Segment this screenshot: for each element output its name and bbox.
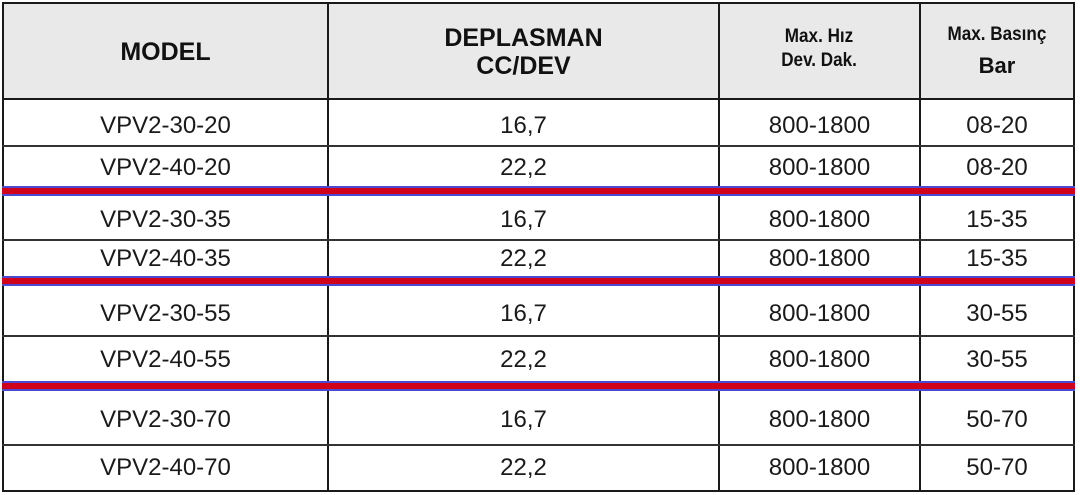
- row-divider: [2, 444, 1075, 446]
- cell-hiz: 800-1800: [768, 406, 871, 433]
- header-hiz: Max. Hız Dev. Dak.: [720, 4, 919, 94]
- cell-model: VPV2-40-70: [100, 454, 231, 481]
- cell-deplasman: 16,7: [500, 299, 547, 327]
- cell-basinc: 50-70: [966, 406, 1028, 433]
- cell-model: VPV2-30-20: [100, 112, 231, 139]
- group-separator: [2, 381, 1075, 391]
- cell-deplasman: 22,2: [500, 154, 547, 181]
- header-basinc: Max. Basınç Bar: [921, 4, 1073, 100]
- header-hiz-line2: Dev. Dak.: [781, 50, 858, 71]
- group-separator: [2, 186, 1075, 196]
- column-divider: [919, 2, 921, 492]
- cell-model: VPV2-40-35: [100, 245, 231, 272]
- row-divider: [2, 145, 1075, 147]
- row-divider: [2, 335, 1075, 337]
- cell-model: VPV2-30-35: [100, 206, 231, 233]
- header-basinc-line2: Bar: [978, 53, 1016, 78]
- cell-model: VPV2-30-55: [100, 299, 231, 327]
- cell-hiz: 800-1800: [768, 454, 871, 481]
- cell-deplasman: 22,2: [500, 345, 547, 373]
- cell-model: VPV2-30-70: [100, 406, 231, 433]
- cell-deplasman: 22,2: [500, 454, 547, 481]
- cell-basinc: 15-35: [966, 245, 1028, 272]
- cell-deplasman: 16,7: [500, 112, 547, 139]
- cell-hiz: 800-1800: [768, 154, 871, 181]
- group-separator: [2, 276, 1075, 286]
- cell-hiz: 800-1800: [768, 112, 871, 139]
- cell-basinc: 08-20: [966, 112, 1028, 139]
- cell-deplasman: 16,7: [500, 206, 547, 233]
- header-model-label: MODEL: [120, 38, 211, 66]
- cell-hiz: 800-1800: [768, 345, 871, 373]
- header-hiz-line1: Max. Hız: [785, 26, 854, 47]
- row-divider: [2, 239, 1075, 241]
- cell-basinc: 30-55: [966, 345, 1028, 373]
- cell-model: VPV2-40-20: [100, 154, 231, 181]
- cell-basinc: 08-20: [966, 154, 1028, 181]
- cell-hiz: 800-1800: [768, 299, 871, 327]
- header-basinc-line1: Max. Basınç: [947, 24, 1047, 45]
- cell-basinc: 15-35: [966, 206, 1028, 233]
- column-divider: [718, 2, 720, 492]
- cell-model: VPV2-40-55: [100, 345, 231, 373]
- cell-hiz: 800-1800: [768, 245, 871, 272]
- cell-deplasman: 16,7: [500, 406, 547, 433]
- header-deplasman: DEPLASMAN CC/DEV: [329, 4, 718, 100]
- cell-basinc: 50-70: [966, 454, 1028, 481]
- cell-hiz: 800-1800: [768, 206, 871, 233]
- column-divider: [327, 2, 329, 492]
- header-deplasman-line1: DEPLASMAN: [444, 24, 603, 52]
- header-model: MODEL: [4, 4, 327, 100]
- cell-deplasman: 22,2: [500, 245, 547, 272]
- table-header: [2, 2, 1075, 100]
- cell-basinc: 30-55: [966, 299, 1028, 327]
- header-deplasman-line2: CC/DEV: [476, 52, 571, 80]
